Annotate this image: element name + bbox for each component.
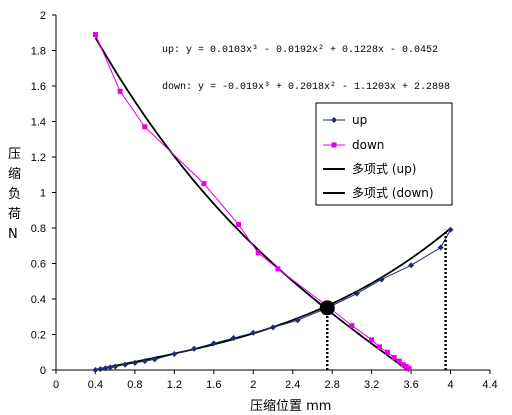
data-points — [92, 32, 454, 373]
data-point-up — [122, 361, 129, 368]
trendline-up — [95, 227, 452, 371]
data-point-down — [92, 32, 98, 38]
data-point-up — [92, 367, 99, 373]
data-point-down — [201, 181, 207, 187]
x-tick-label: 0 — [53, 379, 59, 391]
y-tick-label: 0.8 — [31, 223, 46, 235]
y-tick-label: 0.2 — [31, 330, 46, 342]
annotations — [319, 229, 447, 370]
legend-up-marker — [331, 117, 337, 123]
data-point-up — [107, 364, 114, 371]
y-tick-label: 2 — [40, 10, 46, 22]
data-point-down — [142, 124, 148, 130]
data-point-up — [270, 324, 276, 331]
x-tick-label: 4 — [447, 379, 453, 391]
y-axis-title: 压 缩 负 荷 N — [8, 147, 21, 242]
legend: up down 多项式 (up) 多项式 (down) — [315, 102, 453, 206]
x-tick-label: 0.8 — [127, 379, 142, 391]
x-tick-label: 2 — [250, 379, 256, 391]
x-tick-label: 2.4 — [285, 379, 300, 391]
x-axis-title: 压缩位置 mm — [250, 398, 331, 414]
y-tick-label: 1.6 — [31, 81, 46, 93]
data-point-up — [112, 363, 119, 370]
data-point-up — [447, 226, 454, 233]
legend-label-up: up — [352, 113, 367, 127]
y-tick-label: 1.8 — [31, 46, 46, 58]
data-point-up — [353, 290, 360, 297]
legend-down-marker — [331, 142, 337, 148]
y-axis-title-char-5: N — [8, 227, 18, 242]
data-point-up — [378, 276, 385, 283]
data-point-down — [369, 337, 375, 343]
x-tick-label: 1.6 — [206, 379, 221, 391]
data-point-down — [117, 88, 123, 94]
y-tick-label: 0.6 — [31, 259, 46, 271]
y-axis-title-char-3: 负 — [8, 187, 21, 202]
x-tick-label: 3.6 — [403, 379, 418, 391]
x-tick-label: 4.4 — [482, 379, 497, 391]
data-point-up — [97, 366, 104, 373]
data-point-down — [235, 221, 241, 227]
data-point-down — [255, 250, 261, 256]
intersection-point — [319, 300, 335, 316]
data-point-up — [131, 359, 138, 366]
legend-label-poly-down: 多项式 (down) — [352, 186, 434, 200]
legend-label-down: down — [352, 138, 384, 152]
data-point-up — [102, 365, 109, 372]
data-point-down — [406, 365, 412, 371]
data-point-down — [377, 344, 383, 350]
y-tick-label: 0.4 — [31, 294, 46, 306]
data-point-up — [250, 329, 257, 336]
equation-down: down: y = -0.019x³ + 0.2018x² - 1.1203x … — [162, 81, 450, 93]
data-point-down — [396, 358, 402, 364]
data-point-up — [437, 244, 444, 251]
data-point-up — [294, 317, 301, 324]
x-tick-label: 0.4 — [88, 379, 103, 391]
y-tick-label: 1.4 — [31, 117, 46, 129]
y-tick-label: 1 — [40, 188, 46, 200]
data-point-up — [191, 345, 198, 352]
data-point-up — [171, 351, 178, 358]
x-tick-label: 3.2 — [364, 379, 379, 391]
data-point-up — [230, 335, 237, 342]
legend-label-poly-up: 多项式 (up) — [352, 162, 416, 176]
axes: 0 0.4 0.8 1.2 1.6 2 2.4 2.8 3.2 3.6 4 4.4 0 0.2 0.4 0.6… — [31, 10, 498, 391]
y-axis-title-char-1: 压 — [8, 147, 21, 162]
data-point-up — [151, 356, 158, 363]
y-tick-label: 1.2 — [31, 152, 46, 164]
data-point-up — [408, 262, 415, 269]
data-point-down — [384, 349, 390, 355]
y-axis-title-char-4: 荷 — [8, 207, 21, 222]
x-tick-label: 1.2 — [167, 379, 182, 391]
data-point-down — [403, 363, 409, 369]
data-point-down — [349, 323, 355, 329]
y-tick-label: 0 — [40, 365, 46, 377]
equation-up: up: y = 0.0103x³ - 0.0192x² + 0.1228x - … — [162, 45, 438, 56]
data-point-down — [275, 266, 281, 272]
y-axis-title-char-2: 缩 — [8, 166, 21, 182]
data-point-up — [141, 358, 148, 365]
data-point-down — [391, 355, 397, 361]
data-point-down — [400, 362, 406, 368]
data-point-up — [210, 340, 217, 347]
series-line-up — [95, 229, 451, 371]
x-tick-label: 2.8 — [325, 379, 340, 391]
